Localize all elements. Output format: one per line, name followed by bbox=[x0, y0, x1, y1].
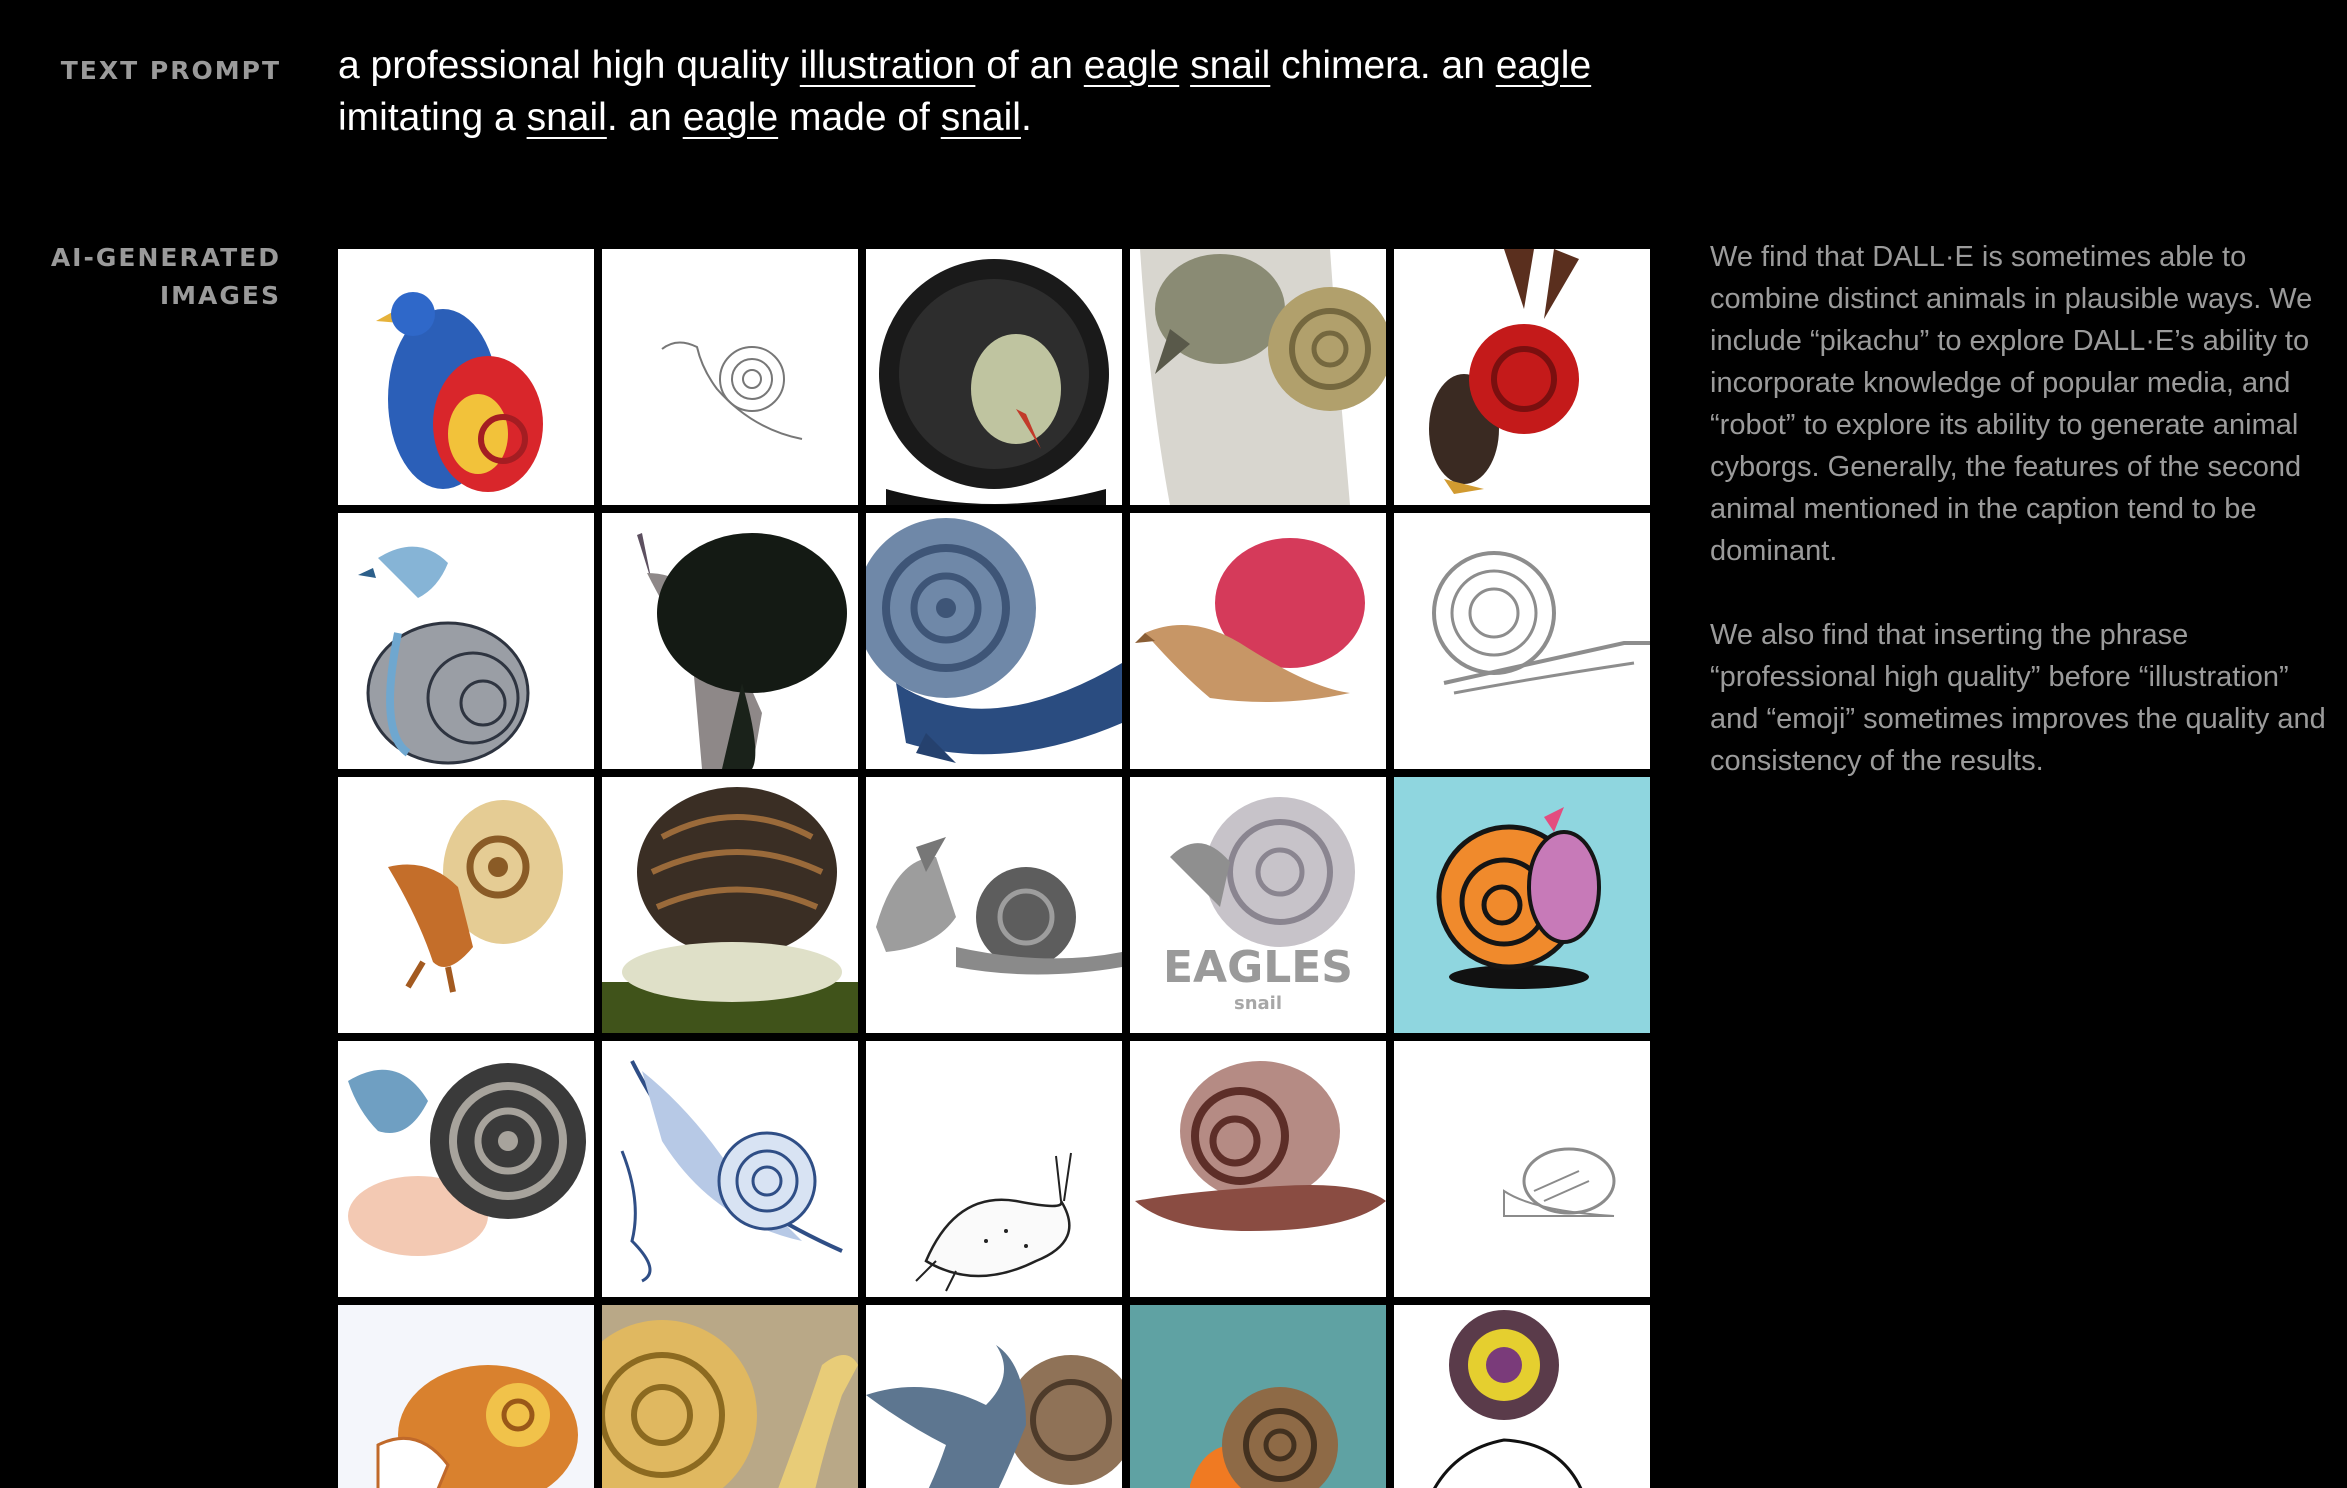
generated-image-tile[interactable] bbox=[602, 1041, 858, 1297]
generated-image-tile[interactable] bbox=[866, 249, 1122, 505]
text-prompt-label: TEXT PROMPT bbox=[60, 56, 281, 85]
generated-image-tile[interactable] bbox=[602, 513, 858, 769]
generated-image-tile[interactable] bbox=[602, 777, 858, 1033]
generated-image-tile[interactable] bbox=[866, 1305, 1122, 1488]
generated-image-tile[interactable] bbox=[866, 1041, 1122, 1297]
description-paragraph: We also find that inserting the phrase “… bbox=[1710, 619, 2326, 777]
eagle-snail-illustration bbox=[602, 1320, 858, 1488]
prompt-text: imitating a bbox=[338, 96, 527, 139]
eagles-watermark-text: EAGLES bbox=[1163, 942, 1353, 993]
eagle-snail-illustration bbox=[602, 787, 858, 1033]
eagle-snail-illustration bbox=[866, 1345, 1122, 1488]
eagle-snail-illustration bbox=[620, 1060, 843, 1283]
ai-generated-label-line1: AI-GENERATED bbox=[50, 243, 281, 272]
keyword-animal1-dropdown[interactable]: eagle bbox=[1083, 44, 1180, 87]
generated-image-tile[interactable] bbox=[1130, 1041, 1386, 1297]
eagle-snail-illustration bbox=[876, 837, 1122, 975]
description-text: We find that DALL·E is sometimes able to… bbox=[1710, 236, 2330, 824]
generated-images-grid: EAGLES snail bbox=[338, 249, 1655, 1488]
generated-image-tile[interactable] bbox=[338, 513, 594, 769]
eagle-snail-illustration bbox=[879, 259, 1109, 505]
eagle-snail-illustration bbox=[376, 292, 543, 492]
generated-image-tile[interactable] bbox=[1394, 1041, 1650, 1297]
description-paragraph: We find that DALL·E is sometimes able to… bbox=[1710, 241, 2313, 567]
eagle-snail-illustration bbox=[661, 341, 803, 440]
eagle-snail-illustration bbox=[1135, 1061, 1386, 1231]
generated-image-tile[interactable] bbox=[338, 777, 594, 1033]
eagle-snail-illustration bbox=[1436, 807, 1601, 989]
generated-image-tile[interactable] bbox=[1394, 1305, 1650, 1488]
eagle-snail-illustration bbox=[915, 1152, 1072, 1292]
eagle-snail-illustration bbox=[376, 1365, 578, 1488]
eagle-snail-illustration: EAGLES snail bbox=[1163, 797, 1355, 1014]
generated-image-tile[interactable] bbox=[1130, 249, 1386, 505]
generated-image-tile[interactable] bbox=[1394, 513, 1650, 769]
generated-image-tile[interactable] bbox=[866, 777, 1122, 1033]
snail-watermark-text: snail bbox=[1234, 993, 1282, 1014]
prompt-text: of an bbox=[975, 44, 1084, 87]
eagle-snail-illustration bbox=[637, 533, 847, 769]
prompt-text bbox=[1179, 44, 1190, 87]
ai-generated-images-label: AI-GENERATED IMAGES bbox=[40, 239, 281, 315]
generated-image-tile[interactable] bbox=[1130, 513, 1386, 769]
eagle-snail-illustration bbox=[1433, 1310, 1583, 1488]
keyword-animal2-dropdown[interactable]: snail bbox=[526, 96, 607, 139]
generated-image-tile[interactable] bbox=[602, 249, 858, 505]
generated-image-tile[interactable] bbox=[866, 513, 1122, 769]
generated-image-tile[interactable] bbox=[1130, 1305, 1386, 1488]
generated-image-tile[interactable] bbox=[602, 1305, 858, 1488]
generated-image-tile[interactable] bbox=[338, 1305, 594, 1488]
eagle-snail-illustration bbox=[866, 518, 1122, 763]
generated-image-tile[interactable] bbox=[338, 249, 594, 505]
keyword-animal1-dropdown[interactable]: eagle bbox=[682, 96, 779, 139]
generated-image-tile[interactable] bbox=[338, 1041, 594, 1297]
keyword-animal2-dropdown[interactable]: snail bbox=[1190, 44, 1271, 87]
keyword-style-dropdown[interactable]: illustration bbox=[799, 44, 976, 87]
generated-image-tile[interactable]: EAGLES snail bbox=[1130, 777, 1386, 1033]
generated-image-tile[interactable] bbox=[1394, 777, 1650, 1033]
generated-image-tile[interactable] bbox=[1394, 249, 1650, 505]
prompt-text: chimera. an bbox=[1270, 44, 1496, 87]
prompt-text: . an bbox=[606, 96, 683, 139]
eagle-snail-illustration bbox=[1135, 538, 1365, 702]
eagle-snail-illustration bbox=[1429, 249, 1579, 494]
keyword-animal1-dropdown[interactable]: eagle bbox=[1495, 44, 1592, 87]
eagle-snail-illustration bbox=[1432, 551, 1650, 695]
ai-generated-label-line2: IMAGES bbox=[159, 281, 281, 310]
keyword-animal2-dropdown[interactable]: snail bbox=[940, 96, 1021, 139]
eagle-snail-illustration bbox=[1503, 1147, 1616, 1217]
eagle-snail-illustration bbox=[348, 1063, 586, 1256]
eagle-snail-illustration bbox=[1190, 1387, 1338, 1488]
prompt-text: a professional high quality bbox=[338, 44, 800, 87]
eagle-snail-illustration bbox=[388, 800, 563, 993]
eagle-snail-illustration bbox=[358, 546, 530, 765]
text-prompt: a professional high quality illustration… bbox=[338, 40, 1598, 144]
eagle-snail-illustration bbox=[1140, 249, 1386, 505]
prompt-text: . bbox=[1020, 96, 1032, 139]
prompt-text: made of bbox=[778, 96, 941, 139]
